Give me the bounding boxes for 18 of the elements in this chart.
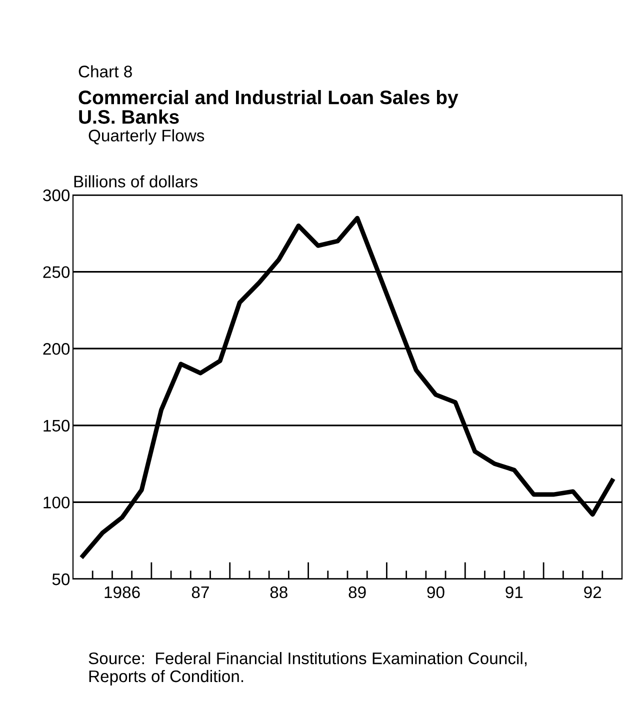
x-tick-label: 91 <box>506 586 523 598</box>
x-tick-label: 88 <box>270 586 288 598</box>
x-tick-label: 90 <box>427 586 444 598</box>
y-tick-label: 250 <box>43 266 70 278</box>
chart-subtitle: Quarterly Flows <box>88 129 204 145</box>
y-tick-label: 200 <box>43 343 70 355</box>
y-axis-title: Billions of dollars <box>74 175 198 188</box>
chart-title: Commercial and Industrial Loan Sales by U.S. Banks <box>78 90 458 124</box>
x-tick-label: 89 <box>348 586 366 598</box>
y-tick-label: 100 <box>44 496 70 508</box>
caption: Chart 8 <box>78 65 132 78</box>
x-tick-label: 87 <box>192 586 209 598</box>
y-tick-label: 300 <box>43 189 70 202</box>
y-tick-label: 50 <box>52 573 70 586</box>
x-tick-label: 1986 <box>104 586 140 598</box>
source-note: Source: Federal Financial Institutions Examination Council, Reports of Condition. <box>88 652 527 686</box>
x-tick-label: 92 <box>584 586 602 598</box>
y-tick-label: 150 <box>44 420 70 432</box>
